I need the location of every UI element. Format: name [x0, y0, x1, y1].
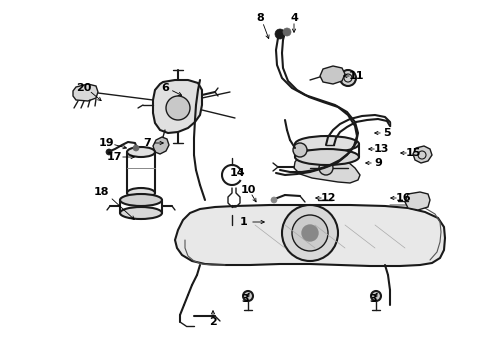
Text: 6: 6 [161, 83, 169, 93]
Polygon shape [405, 192, 430, 210]
Text: 20: 20 [76, 83, 92, 93]
Text: 12: 12 [320, 193, 336, 203]
Ellipse shape [295, 136, 359, 152]
Polygon shape [153, 137, 169, 154]
Circle shape [106, 149, 112, 155]
Text: 3: 3 [241, 294, 249, 304]
Circle shape [292, 215, 328, 251]
Circle shape [275, 29, 285, 39]
Text: 19: 19 [98, 138, 114, 148]
Circle shape [166, 96, 190, 120]
Text: 17: 17 [106, 152, 122, 162]
Circle shape [371, 291, 381, 301]
Text: 15: 15 [405, 148, 421, 158]
Text: 4: 4 [290, 13, 298, 23]
Text: 11: 11 [348, 71, 364, 81]
Ellipse shape [120, 207, 162, 219]
Circle shape [302, 225, 318, 241]
Text: 13: 13 [373, 144, 389, 154]
Circle shape [133, 145, 139, 151]
Text: 2: 2 [209, 317, 217, 327]
Text: 9: 9 [374, 158, 382, 168]
Polygon shape [175, 205, 445, 266]
Polygon shape [153, 80, 202, 133]
Polygon shape [320, 66, 345, 84]
Text: 1: 1 [240, 217, 248, 227]
Text: 3: 3 [369, 294, 377, 304]
Circle shape [293, 143, 307, 157]
Circle shape [243, 291, 253, 301]
Polygon shape [294, 155, 360, 183]
Circle shape [282, 205, 338, 261]
Text: 8: 8 [256, 13, 264, 23]
Circle shape [271, 197, 277, 203]
Ellipse shape [295, 149, 359, 165]
Ellipse shape [120, 194, 162, 206]
Circle shape [283, 28, 291, 36]
Text: 7: 7 [143, 138, 151, 148]
Circle shape [340, 70, 356, 86]
Polygon shape [73, 84, 98, 101]
Circle shape [319, 161, 333, 175]
Text: 5: 5 [383, 128, 391, 138]
Text: 18: 18 [93, 187, 109, 197]
Ellipse shape [127, 147, 155, 157]
Polygon shape [413, 146, 432, 163]
Ellipse shape [127, 188, 155, 198]
Text: 10: 10 [240, 185, 256, 195]
Text: 14: 14 [229, 168, 245, 178]
Text: 16: 16 [395, 193, 411, 203]
